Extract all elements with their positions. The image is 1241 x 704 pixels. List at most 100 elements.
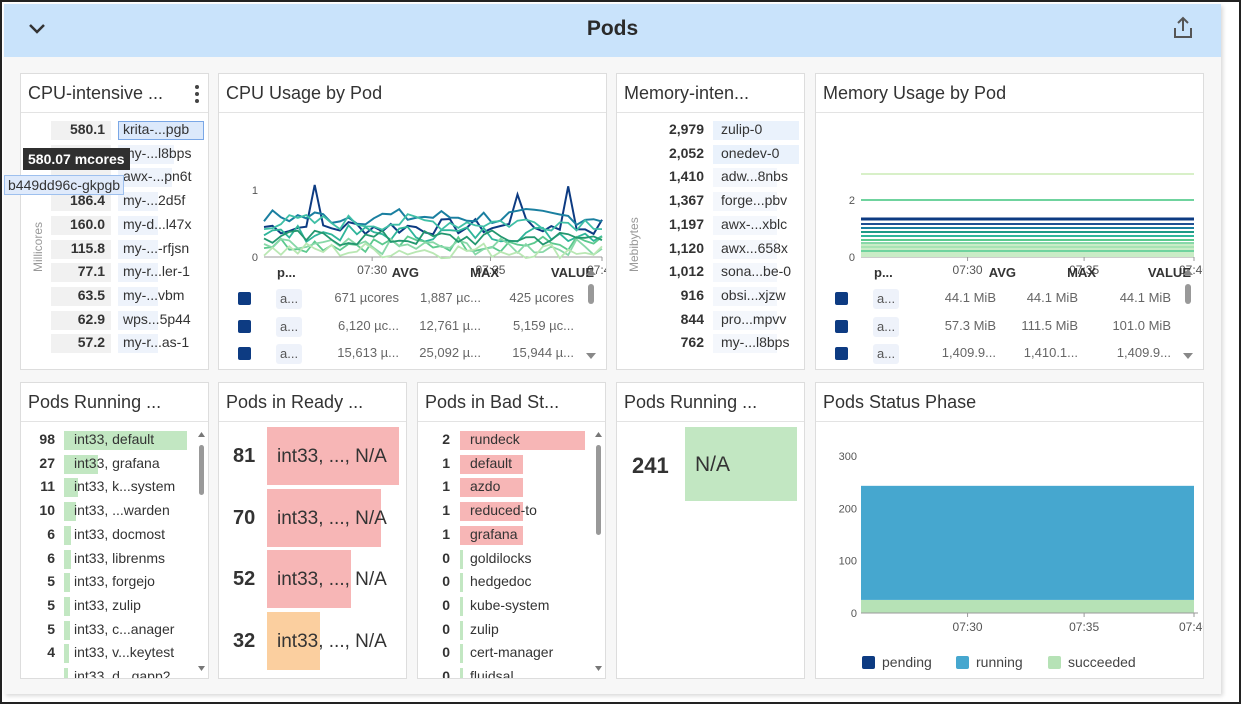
toplist-row[interactable]: 916 obsi...xjzw	[647, 285, 802, 307]
pod-name[interactable]: a...	[873, 289, 900, 309]
widget-title: Pods Status Phase	[823, 392, 977, 412]
toplist-row[interactable]: 115.8 my-...-rfjsn	[51, 238, 206, 260]
column-header[interactable]: VALUE	[550, 265, 594, 280]
chevron-down-icon[interactable]	[26, 18, 48, 40]
row-value: 2,052	[668, 144, 704, 161]
pods-ready-widget[interactable]: Pods in Ready ... 81 int33, ..., N/A 70 int…	[218, 382, 407, 679]
pod-name[interactable]: a...	[276, 316, 303, 337]
toplist-row[interactable]: 2,979 zulip-0	[647, 119, 802, 141]
hover-tooltip: 580.07 mcores	[23, 148, 130, 170]
toplist-row[interactable]: 77.1 my-r...ler-1	[51, 261, 206, 283]
widget-title: Pods in Bad St...	[425, 392, 560, 412]
toplist-row[interactable]: 0 hedgedoc	[426, 571, 591, 593]
more-options-icon[interactable]	[194, 84, 200, 104]
toplist-row[interactable]: 57.2 my-r...as-1	[51, 332, 206, 354]
toplist-row[interactable]: 1,197 awx-...xblc	[647, 214, 802, 236]
toplist-row[interactable]: 10 int33, ...warden	[29, 500, 194, 522]
row-label-bar	[118, 310, 158, 330]
legend-label[interactable]: succeeded	[1068, 654, 1136, 670]
row-label: int33, d...gapp2	[74, 668, 171, 679]
toplist-row[interactable]: 1 reduced-to	[426, 500, 591, 522]
toplist-row[interactable]: 27 int33, grafana	[29, 453, 194, 475]
running-total-label: N/A	[695, 453, 731, 476]
memory-usage-widget[interactable]: Memory Usage by Pod 2 0 07:30 07:35 07:40 p.…	[815, 73, 1204, 370]
share-icon[interactable]	[1172, 16, 1194, 40]
memory-toplist-widget[interactable]: Memory-inten... Mebibytes 2,979 zulip-0 2,…	[616, 73, 805, 370]
toplist-row[interactable]: 5 int33, c...anager	[29, 619, 194, 641]
row-value: 5	[47, 573, 55, 590]
toplist-row[interactable]: 1,410 adw...8nbs	[647, 166, 802, 188]
row-bar	[460, 596, 463, 616]
toplist-row[interactable]: 0 zulip	[426, 619, 591, 641]
group-title: Pods	[586, 17, 639, 40]
series-swatch	[835, 347, 848, 360]
cpu-usage-chart[interactable]: 1 0 07:30 07:35 07:40	[219, 114, 606, 274]
toplist-row[interactable]: 0 goldilocks	[426, 548, 591, 570]
pod-name[interactable]: a...	[873, 344, 900, 364]
row-bar	[64, 620, 71, 640]
scrollbar[interactable]	[594, 429, 603, 674]
cpu-toplist-widget[interactable]: CPU-intensive ... Millicores 580.1 krita-…	[20, 73, 209, 370]
column-header[interactable]: AVG	[391, 265, 419, 280]
toplist-row[interactable]: 5 int33, zulip	[29, 595, 194, 617]
toplist-row[interactable]: 1 default	[426, 453, 591, 475]
toplist-row[interactable]: 98 int33, default	[29, 429, 194, 451]
toplist-row[interactable]: int33, d...gapp2	[29, 666, 194, 679]
row-label-bar	[118, 168, 172, 188]
toplist-row[interactable]: 160.0 my-d...l47x	[51, 214, 206, 236]
toplist-row[interactable]: 4 int33, v...keytest	[29, 642, 194, 664]
column-header[interactable]: AVG	[988, 265, 1016, 280]
pod-name[interactable]: a...	[276, 289, 303, 309]
row-bar	[460, 525, 523, 545]
toplist-row[interactable]: 762 my-...l8bps	[647, 332, 802, 354]
legend-swatch	[862, 656, 875, 669]
row-value: 4	[47, 644, 55, 661]
hover-tooltip-label: b449dd96c-gkpgb	[4, 175, 125, 195]
pods-running-total-widget[interactable]: Pods Running ... 241 N/A	[616, 382, 805, 679]
row-value: 1,197	[668, 215, 704, 232]
legend-label[interactable]: running	[976, 654, 1023, 670]
column-header[interactable]: p...	[874, 265, 893, 280]
toplist-row[interactable]: 0 fluidsal	[426, 666, 591, 678]
toplist-row[interactable]: 62.9 wps...5p44	[51, 309, 206, 331]
toplist-row[interactable]: 1 grafana	[426, 524, 591, 546]
toplist-row[interactable]: 6 int33, librenms	[29, 548, 194, 570]
toplist-row[interactable]: 580.1 krita-...pgb	[51, 119, 206, 141]
status-phase-chart[interactable]: 300 200 100 0 07:30 07:35 07:40	[816, 423, 1203, 635]
toplist-row[interactable]: 2,052 onedev-0	[647, 143, 802, 165]
toplist-row[interactable]: 1,012 sona...be-0	[647, 261, 802, 283]
toplist-row[interactable]: 1 azdo	[426, 476, 591, 498]
pod-name[interactable]: a...	[276, 344, 303, 364]
toplist-row[interactable]: 844 pro...mpvv	[647, 309, 802, 331]
toplist-row[interactable]: 11 int33, k...system	[29, 476, 194, 498]
toplist-row[interactable]: 1,367 forge...pbv	[647, 190, 802, 212]
pods-group: Pods CPU-intensive ... Millicores 580.1 k…	[4, 4, 1221, 694]
toplist-row[interactable]: 1,120 awx...658x	[647, 238, 802, 260]
column-header[interactable]: MAX	[1067, 265, 1096, 280]
pod-name[interactable]: a...	[873, 316, 900, 337]
scrollbar[interactable]	[1182, 267, 1193, 362]
toplist-row[interactable]: 0 cert-manager	[426, 642, 591, 664]
row-value: 1,120	[668, 239, 704, 256]
pods-running-widget[interactable]: Pods Running ... 98 int33, default 27 int33…	[20, 382, 209, 679]
pods-status-phase-widget[interactable]: Pods Status Phase 300 200 100 0 07:30 07:35 07…	[815, 382, 1204, 679]
toplist-row[interactable]: 63.5 my-...vbm	[51, 285, 206, 307]
row-bar	[460, 478, 523, 498]
toplist-row[interactable]: 2 rundeck	[426, 429, 591, 451]
memory-usage-chart[interactable]: 2 0 07:30 07:35 07:40	[816, 114, 1203, 274]
toplist-row[interactable]: 0 kube-system	[426, 595, 591, 617]
cpu-usage-widget[interactable]: CPU Usage by Pod 1 0 07:30 07:35 07:40 p... A…	[218, 73, 607, 370]
column-header[interactable]: MAX	[470, 265, 499, 280]
toplist-row[interactable]: 186.4 my-...2d5f	[51, 190, 206, 212]
running-total-bar	[685, 427, 797, 501]
toplist-row[interactable]: 6 int33, docmost	[29, 524, 194, 546]
toplist-row[interactable]: 5 int33, forgejo	[29, 571, 194, 593]
column-header[interactable]: p...	[277, 265, 296, 280]
legend-swatch	[956, 656, 969, 669]
scrollbar[interactable]	[585, 267, 596, 362]
legend-label[interactable]: pending	[882, 654, 932, 670]
row-bar	[51, 310, 111, 330]
scrollbar[interactable]	[197, 429, 206, 674]
column-header[interactable]: VALUE	[1147, 265, 1191, 280]
pods-bad-state-widget[interactable]: Pods in Bad St... 2 rundeck 1 default 1 azdo 1…	[417, 382, 606, 679]
